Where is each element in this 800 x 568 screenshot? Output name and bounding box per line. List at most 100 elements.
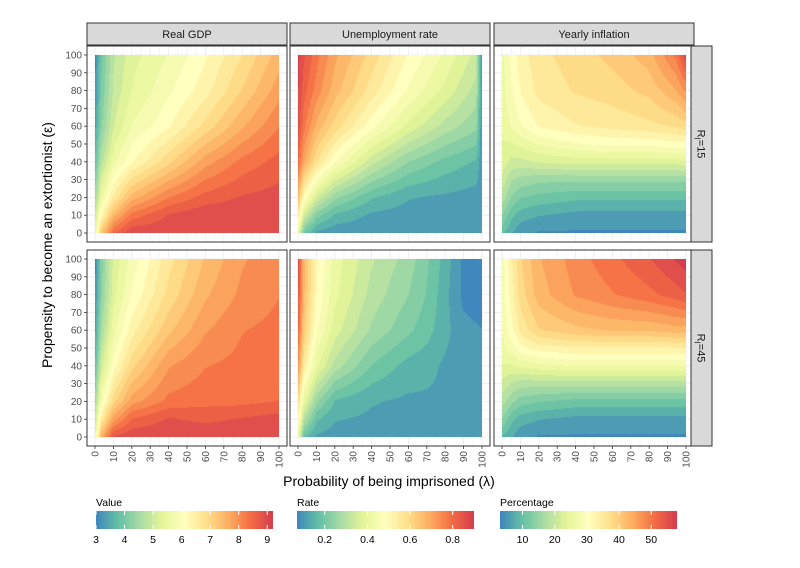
- x-tick-label: 0: [498, 451, 509, 457]
- heatmap-surface: [502, 55, 686, 233]
- facet-strip-column-0: Real GDP: [86, 22, 288, 46]
- legend-tick-label: 30: [581, 534, 593, 546]
- x-tick-label: 50: [590, 451, 601, 463]
- y-tick-label: 20: [71, 397, 83, 408]
- y-tick-label: 10: [71, 211, 83, 222]
- panel-border: [289, 45, 491, 243]
- x-tick-label: 40: [164, 451, 175, 463]
- legend-2: Percentage 10 20 30 40 50: [500, 497, 677, 546]
- legend-tick-label: 0.4: [360, 534, 375, 546]
- x-tick-label: 40: [571, 451, 582, 463]
- y-tick-label: 40: [71, 361, 83, 372]
- legend-title: Value: [96, 497, 122, 509]
- x-tick-label: 90: [459, 451, 470, 463]
- x-tick-label: 80: [645, 451, 656, 463]
- x-tick-label: 30: [146, 451, 157, 463]
- x-tick-label: 70: [219, 451, 230, 463]
- legend-tick-label: 50: [645, 534, 657, 546]
- y-tick-label: 30: [71, 379, 83, 390]
- x-tick-label: 20: [534, 451, 545, 463]
- heatmap-surface: [95, 55, 279, 233]
- x-tick-label: 30: [553, 451, 564, 463]
- x-tick-label: 100: [275, 451, 286, 468]
- legend-tick-label: 40: [613, 534, 625, 546]
- legend-colorbar: [96, 511, 273, 529]
- facet-strip-column-2: Yearly inflation: [493, 22, 695, 46]
- legend-tick-label: 0.8: [445, 534, 460, 546]
- heatmap-panel-0: [86, 45, 288, 243]
- x-tick-label: 40: [367, 451, 378, 463]
- x-tick-label: 10: [312, 451, 323, 463]
- heatmap-panel-2: [493, 45, 695, 243]
- x-tick-label: 70: [422, 451, 433, 463]
- y-tick-label: 90: [71, 272, 83, 283]
- legend-tick-label: 6: [179, 534, 185, 546]
- x-tick-label: 30: [349, 451, 360, 463]
- y-tick-label: 100: [65, 51, 82, 62]
- facet-strip-column-1: Unemployment rate: [289, 22, 491, 46]
- y-tick-label: 40: [71, 157, 83, 168]
- x-tick-label: 50: [386, 451, 397, 463]
- y-tick-label: 20: [71, 193, 83, 204]
- heatmap-surface: [298, 55, 482, 233]
- y-tick-label: 60: [71, 326, 83, 337]
- heatmap-panel-5: [493, 249, 695, 447]
- legends-layer: Value 3 4 5 6 7 8 9 Rate 0.2 0.4 0.6 0.8 Percentage 10…: [93, 497, 677, 546]
- facet-column-label: Yearly inflation: [558, 29, 629, 41]
- legend-tick-label: 7: [207, 534, 213, 546]
- heatmap-panel-1: [289, 45, 491, 243]
- heatmap-surface: [298, 259, 482, 437]
- y-tick-label: 80: [71, 290, 83, 301]
- legend-tick-label: 9: [264, 534, 270, 546]
- legend-colorbar: [500, 511, 677, 529]
- y-axis-title: Propensity to become an extortionist (ε): [39, 122, 55, 368]
- y-tick-label: 0: [76, 229, 82, 240]
- x-tick-label: 50: [183, 451, 194, 463]
- y-tick-label: 100: [65, 255, 82, 266]
- facet-column-label: Unemployment rate: [342, 29, 438, 41]
- x-tick-label: 60: [404, 451, 415, 463]
- panels-layer: [86, 45, 695, 447]
- legend-title: Percentage: [500, 497, 554, 509]
- y-tick-label: 50: [71, 344, 83, 355]
- x-axis-title: Probability of being imprisoned (λ): [283, 473, 495, 489]
- legend-tick-label: 10: [517, 534, 529, 546]
- legend-tick-label: 8: [236, 534, 242, 546]
- axes-layer: 0102030405060708090100010203040506070809…: [65, 51, 692, 468]
- facet-row-label: RI=45: [693, 334, 707, 363]
- legend-title: Rate: [297, 497, 319, 509]
- x-tick-label: 60: [201, 451, 212, 463]
- x-tick-label: 100: [682, 451, 693, 468]
- legend-tick-label: 0.2: [317, 534, 332, 546]
- facet-row-label: RI=15: [693, 130, 707, 159]
- y-tick-label: 60: [71, 122, 83, 133]
- y-tick-label: 30: [71, 175, 83, 186]
- y-tick-label: 70: [71, 104, 83, 115]
- y-tick-label: 90: [71, 68, 83, 79]
- x-tick-label: 100: [478, 451, 489, 468]
- facet-strips: Real GDP Unemployment rate Yearly inflatio…: [86, 22, 713, 447]
- heatmap-surface: [502, 259, 686, 437]
- x-tick-label: 10: [109, 451, 120, 463]
- legend-tick-label: 20: [549, 534, 561, 546]
- facet-strip-row-0: RI=15: [690, 45, 713, 243]
- heatmap-panel-4: [289, 249, 491, 447]
- x-tick-label: 0: [294, 451, 305, 457]
- heatmap-panel-3: [86, 249, 288, 447]
- y-tick-label: 80: [71, 86, 83, 97]
- legend-1: Rate 0.2 0.4 0.6 0.8: [297, 497, 474, 546]
- legend-colorbar: [297, 511, 474, 529]
- x-tick-label: 0: [91, 451, 102, 457]
- legend-tick-label: 4: [122, 534, 128, 546]
- legend-tick-label: 3: [93, 534, 99, 546]
- y-tick-label: 10: [71, 415, 83, 426]
- x-tick-label: 70: [626, 451, 637, 463]
- x-tick-label: 80: [441, 451, 452, 463]
- x-tick-label: 10: [516, 451, 527, 463]
- y-tick-label: 50: [71, 140, 83, 151]
- facet-column-label: Real GDP: [162, 29, 212, 41]
- x-tick-label: 20: [127, 451, 138, 463]
- x-tick-label: 20: [330, 451, 341, 463]
- legend-tick-label: 0.6: [403, 534, 418, 546]
